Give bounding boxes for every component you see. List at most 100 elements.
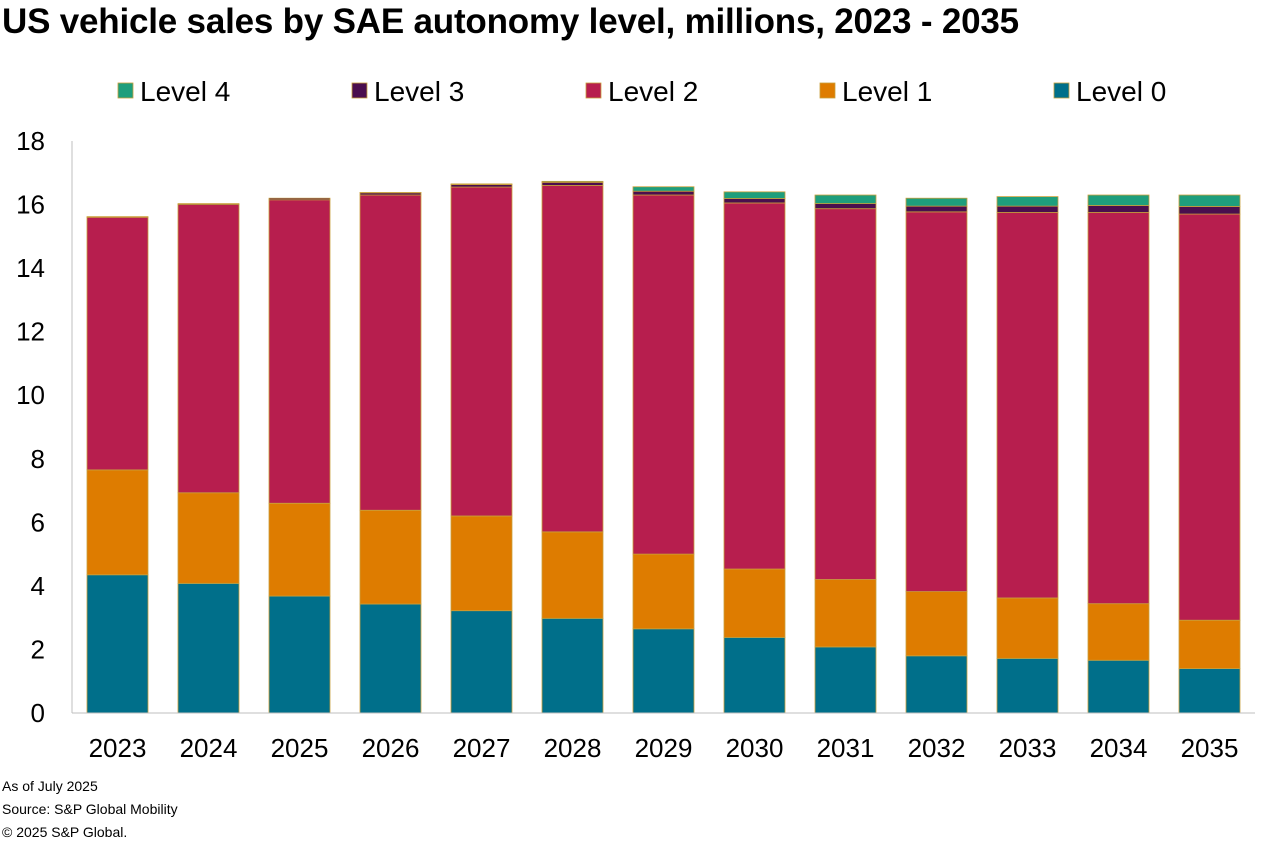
bar-level-0-2027 — [450, 610, 513, 714]
bar-level-3-2033 — [996, 205, 1059, 213]
x-axis: 2023 2024 2025 2026 2027 2028 2029 2030 2031 2032… — [72, 712, 1255, 763]
legend-swatch-level-3 — [351, 82, 368, 99]
legend-item-level-1: Level 1 — [819, 76, 932, 107]
x-tick-label-2024: 2024 — [180, 733, 238, 763]
bar-level-1-2034 — [1087, 603, 1150, 661]
bar-level-1-2033 — [996, 597, 1059, 659]
bar-level-3-2024 — [177, 203, 240, 205]
x-tick-label-2034: 2034 — [1090, 733, 1148, 763]
legend-label-level-1: Level 1 — [842, 76, 932, 107]
bar-level-0-2023 — [86, 574, 149, 714]
x-tick-label-2025: 2025 — [271, 733, 329, 763]
bar-level-1-2030 — [723, 568, 786, 638]
y-axis: 0 2 4 6 8 10 12 14 16 18 — [16, 126, 73, 728]
bar-level-2-2030 — [723, 202, 786, 570]
bar-level-4-2032 — [905, 197, 968, 207]
footnote-copyright: © 2025 S&P Global. — [2, 824, 128, 840]
y-tick-label-10: 10 — [16, 380, 45, 410]
bar-level-4-2030 — [723, 191, 786, 199]
legend-swatch-level-1 — [819, 82, 836, 99]
bar-level-0-2024 — [177, 582, 240, 714]
x-tick-label-2027: 2027 — [453, 733, 511, 763]
x-tick-label-2028: 2028 — [544, 733, 602, 763]
bar-level-4-2035 — [1178, 194, 1241, 207]
bar-level-0-2029 — [632, 628, 695, 714]
legend-item-level-3: Level 3 — [351, 76, 464, 107]
y-tick-label-4: 4 — [31, 571, 45, 601]
bar-level-2-2034 — [1087, 212, 1150, 605]
bar-level-3-2032 — [905, 205, 968, 213]
x-tick-label-2023: 2023 — [89, 733, 147, 763]
chart-title: US vehicle sales by SAE autonomy level, … — [2, 2, 1019, 41]
bar-level-3-2031 — [814, 203, 877, 210]
bar-level-3-2028 — [541, 181, 604, 186]
legend-label-level-0: Level 0 — [1076, 76, 1166, 107]
bar-level-0-2033 — [996, 657, 1059, 714]
bar-level-1-2035 — [1178, 619, 1241, 669]
y-tick-label-12: 12 — [16, 317, 45, 347]
legend-swatch-level-4 — [117, 82, 134, 99]
bar-level-0-2031 — [814, 646, 877, 714]
bar-level-4-2027 — [450, 183, 513, 185]
legend-swatch-level-0 — [1053, 82, 1070, 99]
legend-item-level-2: Level 2 — [585, 76, 698, 107]
x-tick-label-2030: 2030 — [726, 733, 784, 763]
bar-level-0-2025 — [268, 595, 331, 714]
bar-level-3-2023 — [86, 216, 149, 218]
bar-level-0-2028 — [541, 617, 604, 714]
bar-level-4-2034 — [1087, 194, 1150, 206]
legend-item-level-0: Level 0 — [1053, 76, 1166, 107]
y-tick-label-0: 0 — [31, 698, 45, 728]
bar-level-2-2024 — [177, 204, 240, 494]
x-tick-label-2031: 2031 — [817, 733, 875, 763]
footnote-source: Source: S&P Global Mobility — [2, 801, 178, 817]
bar-level-3-2029 — [632, 190, 695, 196]
bar-level-4-2031 — [814, 194, 877, 205]
legend-label-level-3: Level 3 — [374, 76, 464, 107]
x-tick-label-2026: 2026 — [362, 733, 420, 763]
bar-level-2-2031 — [814, 208, 877, 580]
bar-level-2-2035 — [1178, 213, 1241, 621]
bar-level-2-2029 — [632, 194, 695, 555]
bar-level-1-2028 — [541, 531, 604, 619]
y-tick-label-6: 6 — [31, 507, 45, 537]
x-tick-label-2029: 2029 — [635, 733, 693, 763]
bar-level-1-2031 — [814, 579, 877, 648]
bar-level-3-2035 — [1178, 206, 1241, 215]
legend-label-level-4: Level 4 — [140, 76, 230, 107]
legend-label-level-2: Level 2 — [608, 76, 698, 107]
bar-level-1-2032 — [905, 591, 968, 657]
bar-level-1-2023 — [86, 469, 149, 576]
bar-level-1-2025 — [268, 502, 331, 597]
bar-level-2-2028 — [541, 185, 604, 533]
bar-level-3-2025 — [268, 197, 331, 201]
bar-level-4-2033 — [996, 196, 1059, 207]
x-tick-label-2035: 2035 — [1181, 733, 1239, 763]
bar-level-2-2025 — [268, 199, 331, 504]
x-tick-label-2033: 2033 — [999, 733, 1057, 763]
bar-level-0-2035 — [1178, 668, 1241, 714]
y-tick-label-2: 2 — [31, 634, 45, 664]
x-tick-label-2032: 2032 — [908, 733, 966, 763]
bar-level-1-2027 — [450, 515, 513, 612]
bar-level-0-2034 — [1087, 659, 1150, 714]
bar-level-1-2029 — [632, 553, 695, 630]
footnote-as-of: As of July 2025 — [2, 778, 98, 794]
bar-level-2-2026 — [359, 194, 422, 511]
bar-level-1-2026 — [359, 509, 422, 605]
bar-level-3-2030 — [723, 198, 786, 204]
bar-level-2-2023 — [86, 216, 149, 471]
y-tick-label-18: 18 — [16, 126, 45, 156]
bar-level-0-2030 — [723, 636, 786, 714]
bar-level-2-2027 — [450, 186, 513, 517]
bar-level-1-2024 — [177, 492, 240, 584]
bar-level-0-2032 — [905, 655, 968, 714]
legend: Level 4 Level 3 Level 2 Level 1 Level 0 — [117, 76, 1166, 107]
legend-item-level-4: Level 4 — [117, 76, 230, 107]
bar-level-4-2028 — [541, 180, 604, 183]
bar-level-4-2029 — [632, 186, 695, 192]
bar-level-3-2034 — [1087, 205, 1150, 213]
y-tick-label-16: 16 — [16, 190, 45, 220]
y-tick-label-8: 8 — [31, 444, 45, 474]
